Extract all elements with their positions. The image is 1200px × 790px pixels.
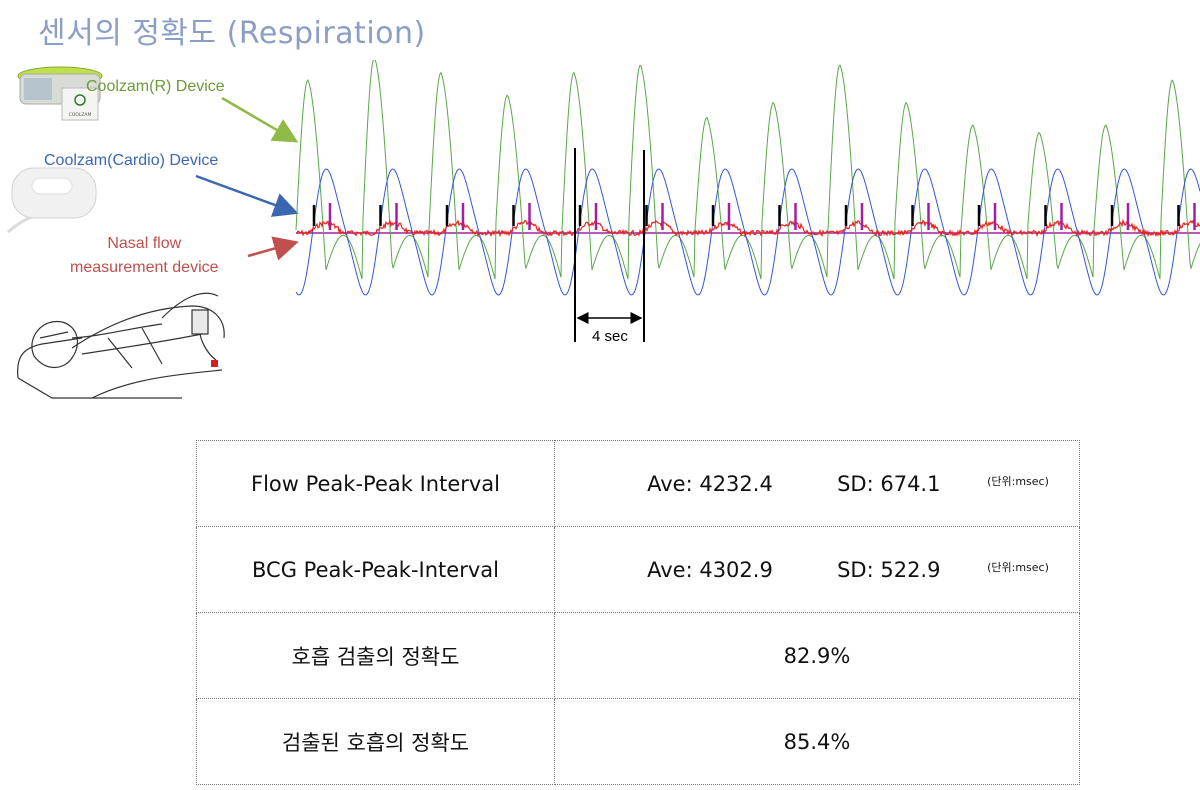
nasal-flow-label: Nasal flow measurement device: [70, 232, 219, 280]
unit-note: (단위:msec): [987, 474, 1049, 488]
coolzam-cardio-label: Coolzam(Cardio) Device: [44, 152, 219, 169]
row-values: Ave: 4302.9 SD: 522.9 (단위:msec): [554, 526, 1080, 613]
coolzam-band-image: COOLZAM: [17, 66, 103, 121]
band-brand-text: COOLZAM: [69, 112, 92, 118]
table-row: 호흡 검출의 정확도 82.9%: [196, 612, 1080, 699]
coolzam-cardio-image: [7, 167, 97, 234]
row-values: Ave: 4232.4 SD: 674.1 (단위:msec): [554, 440, 1080, 527]
unit-note: (단위:msec): [987, 560, 1049, 574]
ave-value: Ave: 4302.9: [647, 557, 773, 582]
row-label: Flow Peak-Peak Interval: [196, 440, 555, 527]
table-row: Flow Peak-Peak Interval Ave: 4232.4 SD: …: [196, 440, 1080, 527]
scale-bar-label: 4 sec: [592, 328, 628, 345]
nasal-flow-label-line1: Nasal flow: [107, 235, 182, 252]
row-label: BCG Peak-Peak-Interval: [196, 526, 555, 613]
table-row: 검출된 호흡의 정확도 85.4%: [196, 698, 1080, 785]
coolzam-r-label: Coolzam(R) Device: [86, 78, 225, 95]
row-label: 호흡 검출의 정확도: [196, 612, 555, 699]
row-label: 검출된 호흡의 정확도: [196, 698, 555, 785]
blue-pointer-arrow: [195, 174, 299, 217]
sleeping-patient-illustration: [17, 292, 225, 399]
sd-value: SD: 522.9: [837, 557, 941, 582]
respiration-signal-chart: [195, 60, 1200, 342]
green-trace: [295, 60, 1200, 280]
accuracy-table: Flow Peak-Peak Interval Ave: 4232.4 SD: …: [196, 440, 1080, 785]
row-value: 85.4%: [554, 698, 1080, 785]
red-pointer-arrow: [247, 236, 299, 261]
green-pointer-arrow: [221, 96, 299, 143]
ave-value: Ave: 4232.4: [647, 471, 773, 496]
sd-value: SD: 674.1: [837, 471, 941, 496]
nasal-flow-label-line2: measurement device: [70, 259, 219, 276]
row-value: 82.9%: [554, 612, 1080, 699]
table-row: BCG Peak-Peak-Interval Ave: 4302.9 SD: 5…: [196, 526, 1080, 613]
red-trace: [295, 218, 1200, 238]
page-title: 센서의 정확도 (Respiration): [38, 16, 426, 51]
